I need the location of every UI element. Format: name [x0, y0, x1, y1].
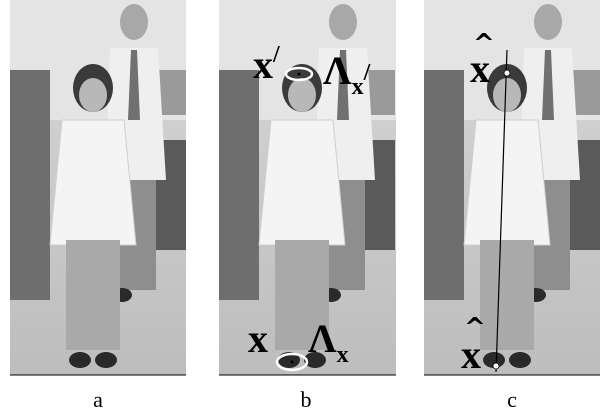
annotation: Λx — [308, 316, 349, 368]
photo — [219, 0, 396, 376]
annotation: x — [248, 316, 268, 361]
head — [329, 4, 357, 40]
point — [297, 72, 301, 76]
trousers — [66, 240, 120, 350]
photos — [10, 0, 600, 376]
ellipse — [284, 66, 314, 82]
annotation: x/ — [253, 42, 280, 87]
ellipse — [275, 352, 309, 372]
photo — [424, 0, 600, 376]
shoe — [304, 352, 326, 368]
monitor — [158, 70, 186, 115]
cubicle — [219, 70, 259, 300]
shoe — [95, 352, 117, 368]
caption: b — [301, 387, 312, 412]
shoe — [483, 352, 505, 368]
tie — [337, 50, 349, 120]
point — [290, 360, 294, 364]
cubicle — [424, 70, 464, 300]
blouse — [463, 119, 551, 246]
face — [288, 78, 316, 112]
shoe — [69, 352, 91, 368]
annotation: x — [461, 332, 481, 377]
blouse — [258, 119, 346, 246]
caption: c — [507, 387, 517, 412]
head — [120, 4, 148, 40]
point — [492, 362, 500, 370]
head — [534, 4, 562, 40]
point — [503, 69, 511, 77]
photo — [10, 0, 186, 376]
monitor — [367, 70, 395, 115]
axis-line — [495, 49, 508, 373]
blouse — [49, 119, 137, 246]
face — [79, 78, 107, 112]
shoe — [509, 352, 531, 368]
tie — [128, 50, 140, 120]
tie — [542, 50, 554, 120]
annotation-hat: ^ — [464, 313, 486, 343]
annotation-hat: ^ — [473, 29, 495, 59]
annotation: x — [470, 46, 490, 91]
trousers — [480, 240, 534, 350]
face — [493, 78, 521, 112]
trousers — [275, 240, 329, 350]
cubicle — [10, 70, 50, 300]
monitor — [572, 70, 600, 115]
annotation: Λx/ — [323, 48, 371, 100]
caption: a — [93, 387, 103, 412]
